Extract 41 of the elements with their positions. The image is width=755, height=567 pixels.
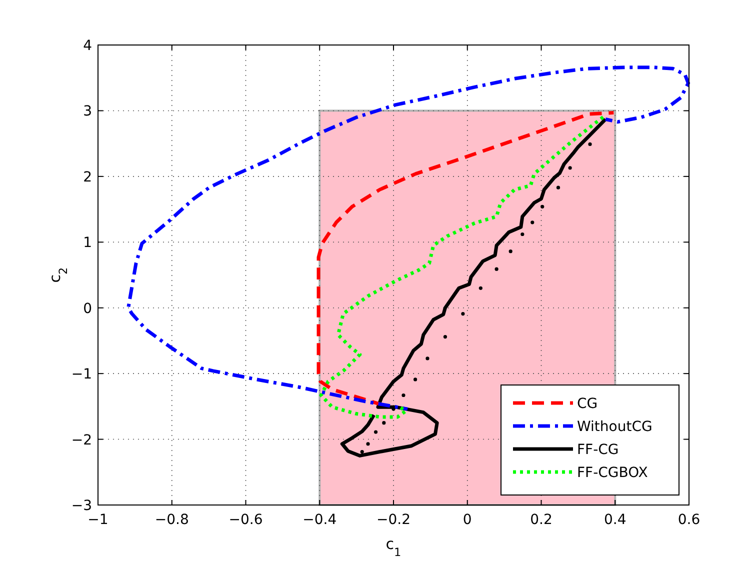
x-tick-label: 0.6 — [678, 512, 700, 528]
point — [392, 407, 396, 411]
legend-label: WithoutCG — [577, 419, 652, 435]
point — [402, 393, 406, 398]
y-tick-label: 0 — [83, 300, 92, 317]
point — [382, 421, 386, 425]
point — [478, 286, 482, 290]
x-tick-label: 0.2 — [530, 512, 552, 528]
point — [540, 204, 544, 208]
y-tick-label: −2 — [71, 432, 92, 448]
point — [360, 450, 364, 454]
x-tick-label: −0.6 — [228, 512, 263, 528]
point — [443, 334, 448, 339]
point — [461, 312, 465, 316]
point — [413, 378, 418, 382]
point — [530, 220, 534, 224]
x-tick-label: 0 — [462, 512, 472, 528]
point — [366, 442, 370, 446]
point — [520, 232, 524, 236]
y-tick-label: 2 — [83, 169, 92, 186]
point — [374, 430, 378, 434]
x-tick-label: 0.4 — [604, 512, 626, 528]
x-tick-label: −0.2 — [376, 512, 410, 528]
x-tick-label: −0.8 — [154, 512, 189, 528]
x-axis-title: c$_{1}$ — [386, 535, 402, 558]
y-tick-label: −1 — [71, 366, 92, 383]
legend-label: CG — [577, 396, 598, 412]
point — [588, 142, 592, 146]
y-tick-label: 3 — [83, 104, 92, 120]
y-tick-label: 1 — [83, 235, 92, 252]
line-series — [126, 66, 690, 411]
point — [568, 166, 572, 170]
point — [556, 186, 560, 190]
y-tick-label: 4 — [83, 38, 92, 54]
point — [494, 267, 498, 271]
point — [508, 250, 512, 254]
legend-label: FF-CG — [577, 442, 619, 458]
x-tick-label: −0.4 — [302, 512, 337, 528]
y-tick-label: −3 — [71, 498, 92, 514]
point — [426, 356, 430, 360]
legend-label: FF-CGBOX — [577, 465, 648, 481]
